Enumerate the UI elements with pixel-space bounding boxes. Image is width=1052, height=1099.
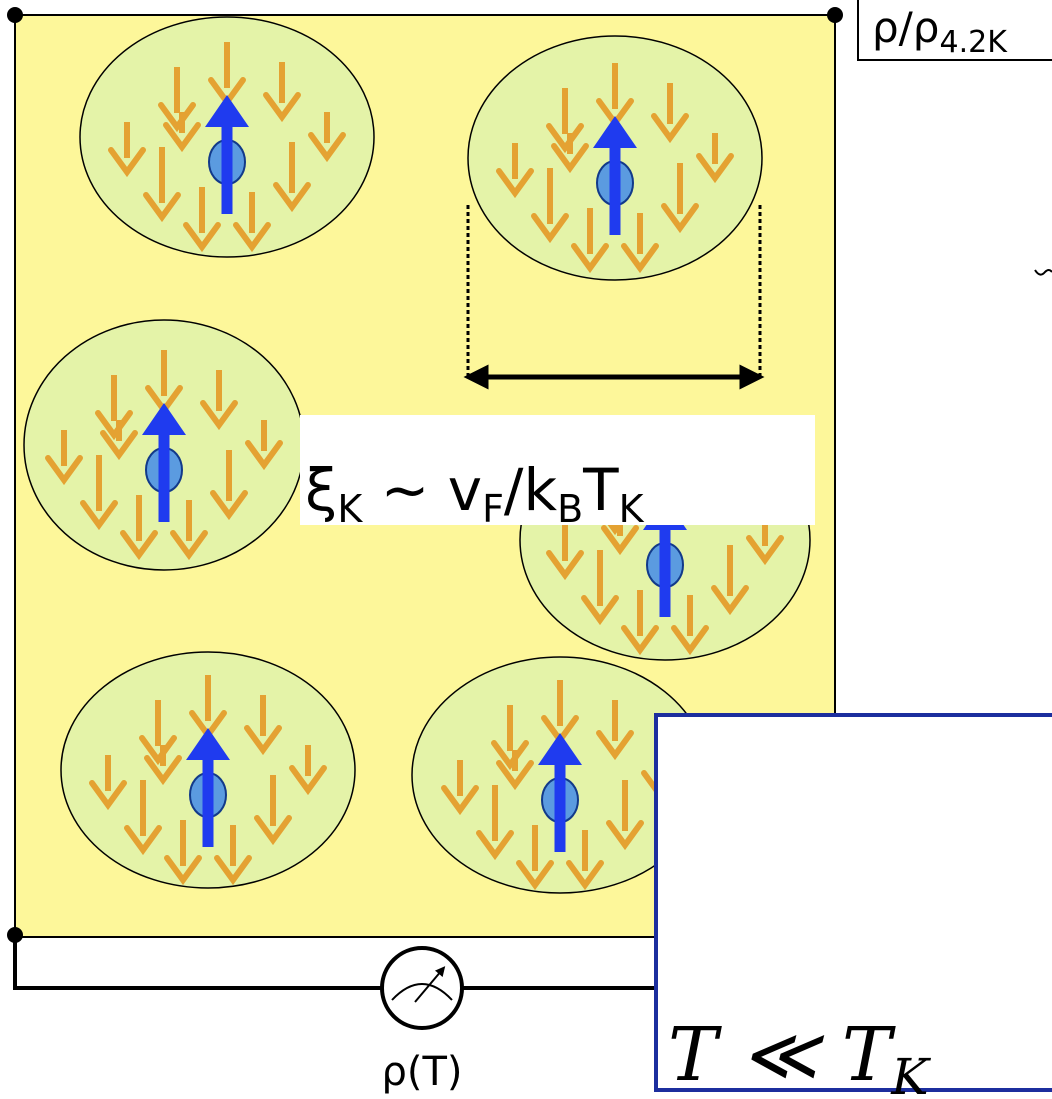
kondo-cloud bbox=[468, 36, 762, 280]
contact bbox=[7, 7, 23, 23]
meter-label: ρ(T) bbox=[381, 1049, 462, 1095]
contact bbox=[827, 7, 843, 23]
formula-part: ξ bbox=[305, 456, 337, 524]
contact bbox=[7, 927, 23, 943]
curve-fragment bbox=[1035, 270, 1052, 275]
kondo-cloud bbox=[24, 320, 304, 570]
meter bbox=[382, 948, 462, 1028]
kondo-cloud bbox=[61, 652, 355, 888]
condition-sub: K bbox=[890, 1048, 931, 1099]
formula-part: T bbox=[582, 456, 619, 524]
formula-sub: F bbox=[482, 487, 504, 531]
formula-sub: B bbox=[557, 487, 583, 531]
condition-text: T ≪ T bbox=[668, 1012, 896, 1098]
corner-label-sub: 4.2K bbox=[939, 25, 1008, 60]
formula-part: /k bbox=[504, 456, 558, 524]
diagram: ξK ~ vF/kBTK ρ(T) ρ/ρ4.2K T ≪ TK bbox=[0, 0, 1052, 1099]
formula-sub: K bbox=[337, 487, 363, 531]
formula-sub: K bbox=[619, 487, 645, 531]
kondo-cloud bbox=[80, 17, 374, 257]
corner-label-text: ρ/ρ bbox=[872, 3, 939, 52]
formula-part: ~ v bbox=[362, 456, 482, 524]
